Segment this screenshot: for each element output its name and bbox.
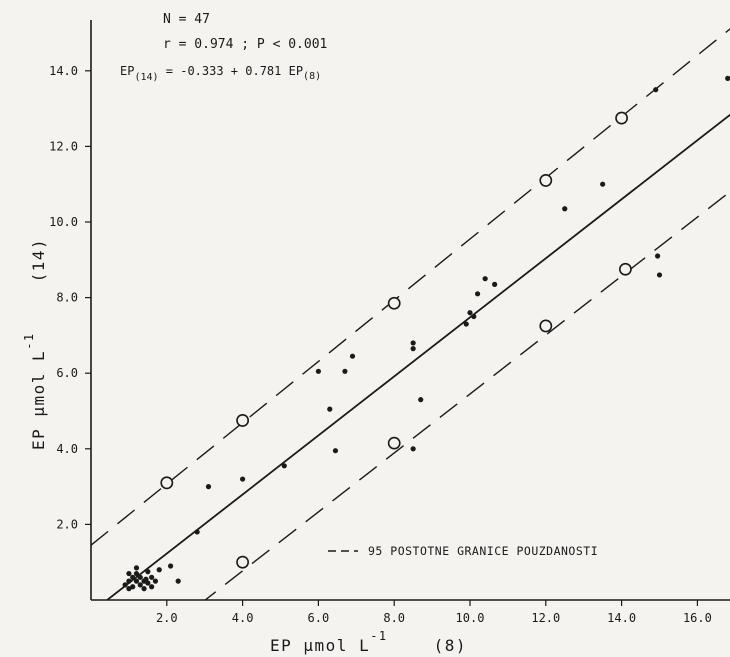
data-point bbox=[141, 586, 147, 592]
y-tick-label: 2.0 bbox=[56, 517, 78, 531]
x-tick-label: 8.0 bbox=[383, 611, 405, 625]
y-axis-label-superscript: -1 bbox=[22, 332, 36, 349]
fit-lines bbox=[91, 28, 730, 600]
data-point bbox=[137, 574, 143, 580]
data-point bbox=[725, 75, 730, 81]
data-point bbox=[342, 368, 348, 374]
y-tick-label: 12.0 bbox=[49, 139, 78, 153]
data-point bbox=[149, 574, 155, 580]
x-axis-label-superscript: -1 bbox=[370, 629, 387, 643]
confidence-marker bbox=[236, 555, 249, 569]
y-tick-label: 4.0 bbox=[56, 442, 78, 456]
y-tick-label: 8.0 bbox=[56, 291, 78, 305]
data-point bbox=[327, 406, 333, 412]
data-point bbox=[467, 310, 473, 316]
x-axis-label-suffix: (8) bbox=[434, 636, 467, 655]
data-point bbox=[167, 563, 174, 569]
annotation-n: N = 47 bbox=[163, 12, 210, 27]
data-point bbox=[653, 87, 659, 93]
equation-rhs: = -0.333 + 0.781 EP bbox=[159, 64, 304, 78]
x-tick-label: 4.0 bbox=[232, 611, 254, 625]
equation-lhs-subscript: (14) bbox=[134, 72, 158, 83]
data-point bbox=[137, 582, 143, 588]
data-point bbox=[143, 576, 149, 582]
tick-marks bbox=[85, 70, 699, 606]
data-point bbox=[410, 446, 416, 452]
x-tick-label: 14.0 bbox=[607, 611, 636, 625]
data-point bbox=[194, 529, 200, 535]
y-tick-label: 6.0 bbox=[56, 366, 78, 380]
data-point bbox=[410, 340, 416, 346]
regression-equation: EP(14) = -0.333 + 0.781 EP(8) bbox=[120, 64, 321, 83]
data-point bbox=[410, 346, 416, 352]
data-point bbox=[281, 463, 287, 469]
data-point bbox=[175, 578, 181, 584]
confidence-marker bbox=[160, 476, 174, 490]
confidence-marker bbox=[615, 111, 628, 125]
data-point bbox=[145, 569, 151, 575]
data-point bbox=[152, 578, 159, 584]
data-point bbox=[122, 582, 128, 588]
data-point bbox=[656, 272, 663, 278]
y-axis-label-suffix: (14) bbox=[29, 238, 48, 283]
confidence-marker bbox=[387, 436, 401, 450]
y-axis-label-main: EP µmol L bbox=[29, 350, 48, 450]
confidence-marker bbox=[236, 414, 249, 427]
x-tick-label: 2.0 bbox=[156, 611, 178, 625]
upper-confidence-line bbox=[91, 28, 730, 546]
data-point bbox=[133, 565, 140, 571]
data-point bbox=[126, 578, 132, 584]
data-point bbox=[332, 448, 339, 454]
data-point bbox=[149, 584, 155, 590]
data-point bbox=[130, 584, 136, 590]
data-point bbox=[130, 574, 136, 580]
data-point bbox=[471, 313, 477, 320]
regression-line bbox=[105, 113, 730, 600]
x-tick-label: 12.0 bbox=[531, 611, 560, 625]
equation-rhs-subscript: (8) bbox=[303, 71, 321, 82]
data-point bbox=[463, 321, 469, 327]
data-point bbox=[600, 181, 606, 187]
y-tick-label: 14.0 bbox=[49, 64, 78, 78]
equation-lhs: EP bbox=[120, 64, 134, 78]
x-axis-label: EP µmol L-1 (8) bbox=[270, 629, 467, 655]
confidence-marker bbox=[539, 319, 553, 333]
data-point bbox=[655, 253, 661, 259]
x-tick-label: 16.0 bbox=[683, 611, 712, 625]
data-point bbox=[482, 276, 488, 282]
annotation-stats: r = 0.974 ; P < 0.001 bbox=[163, 37, 327, 52]
data-point bbox=[349, 353, 356, 359]
data-point bbox=[474, 291, 481, 297]
x-axis-label-main: EP µmol L bbox=[270, 636, 370, 655]
data-point bbox=[418, 397, 424, 403]
legend-label: 95 POSTOTNE GRANICE POUZDANOSTI bbox=[368, 544, 598, 558]
confidence-marker bbox=[387, 296, 401, 310]
data-point bbox=[315, 368, 321, 374]
data-point bbox=[562, 206, 568, 212]
data-point bbox=[133, 570, 140, 577]
x-tick-label: 6.0 bbox=[308, 611, 330, 625]
y-tick-label: 10.0 bbox=[49, 215, 78, 229]
y-axis-label: EP µmol L-1 (14) bbox=[22, 238, 48, 450]
lower-confidence-line bbox=[204, 190, 730, 600]
data-point bbox=[126, 570, 132, 577]
confidence-marker bbox=[539, 174, 553, 187]
data-point bbox=[156, 567, 162, 573]
x-tick-label: 10.0 bbox=[456, 611, 485, 625]
data-point bbox=[205, 484, 212, 490]
data-points bbox=[122, 75, 730, 592]
data-point bbox=[492, 281, 498, 287]
confidence-marker bbox=[618, 262, 632, 276]
data-point bbox=[240, 476, 246, 482]
data-point bbox=[133, 578, 140, 584]
axes bbox=[90, 20, 730, 601]
